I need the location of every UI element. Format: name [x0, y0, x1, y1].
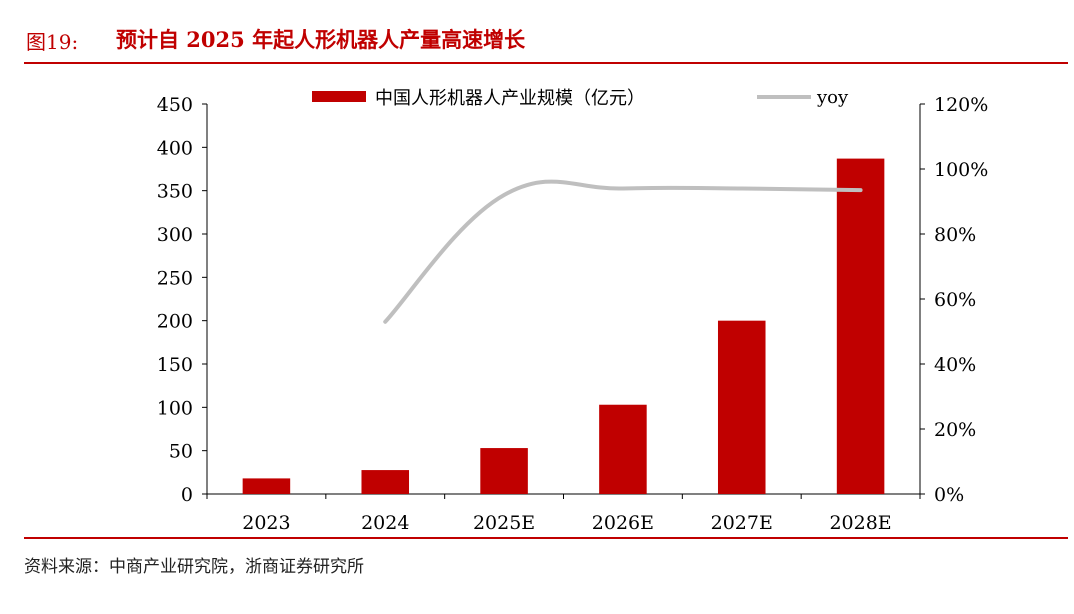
chart: 0 50 100 150 200 250 300 350 400 450 0% 20% 40% 60% 80… [157, 87, 989, 534]
figure-header: 图19: 预计自 2025 年起人形机器人产量高速增长 [24, 18, 1068, 64]
y-right-tick-label: 120% [934, 94, 988, 116]
yoy-line [383, 179, 863, 324]
y-right-tick-label: 40% [934, 354, 976, 376]
y-left-tick-label: 50 [169, 441, 193, 463]
bar [361, 470, 410, 494]
bar [242, 478, 291, 494]
bottom-divider [24, 537, 1068, 539]
y-right-tick-label: 100% [934, 159, 988, 181]
y-right-tick-label: 0% [934, 484, 964, 506]
y-right-tick-label: 60% [934, 289, 976, 311]
bar [836, 158, 885, 494]
source-note: 资料来源：中商产业研究院，浙商证券研究所 [24, 557, 364, 577]
x-tick-label: 2026E [592, 512, 654, 534]
y-left-tick-label: 100 [157, 397, 193, 419]
x-tick-label: 2027E [711, 512, 773, 534]
legend-line-label: yoy [816, 87, 849, 108]
y-left-tick-label: 450 [157, 94, 193, 116]
figure-title: 预计自 2025 年起人形机器人产量高速增长 [116, 27, 526, 52]
y-left-tick-label: 300 [157, 224, 193, 246]
y-left-tick-label: 0 [181, 484, 193, 506]
figure-label: 图19: [26, 30, 79, 54]
x-tick-label: 2028E [829, 512, 891, 534]
y-left-tick-label: 200 [157, 311, 193, 333]
y-left-tick-label: 350 [157, 181, 193, 203]
bar [480, 448, 528, 494]
x-tick-label: 2023 [242, 512, 290, 534]
x-tick-label: 2024 [361, 512, 409, 534]
x-tick-label: 2025E [473, 512, 535, 534]
legend-bar-label: 中国人形机器人产业规模（亿元） [375, 88, 645, 109]
y-left-tick-label: 150 [157, 354, 193, 376]
bar [599, 404, 647, 494]
y-right-tick-label: 80% [934, 224, 976, 246]
bar [717, 320, 766, 494]
legend-bar-swatch [312, 91, 366, 102]
y-left-tick-label: 400 [157, 137, 193, 159]
y-left-tick-label: 250 [157, 267, 193, 289]
y-right-tick-label: 20% [934, 419, 976, 441]
